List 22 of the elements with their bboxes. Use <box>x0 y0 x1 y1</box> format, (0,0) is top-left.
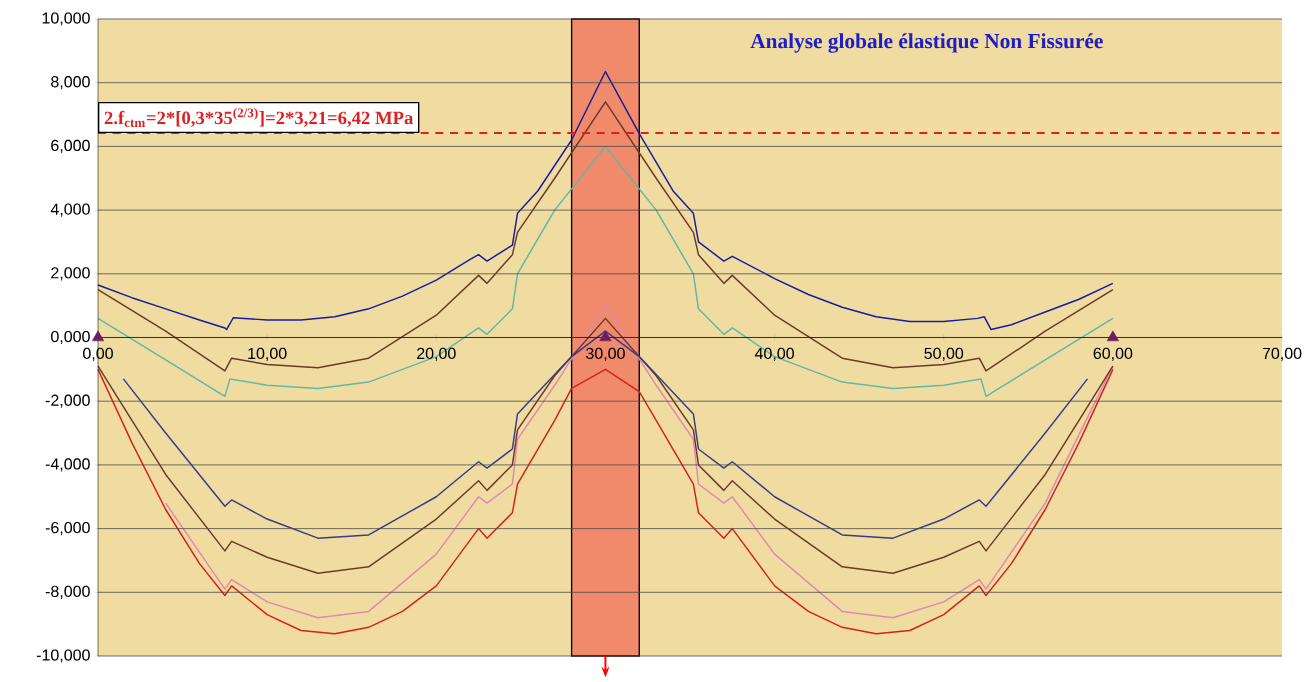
y-tick-label: -2,000 <box>45 394 90 408</box>
ref-line-label: 2.f$_{ctm}$=2*[0,3*35$^{(2/3)}$]=2*3,21=6,42 MPa <box>104 107 414 128</box>
x-tick-label: 0,00 <box>83 347 113 361</box>
y-tick-label: 6,000 <box>51 139 90 154</box>
x-tick-label: 50,00 <box>924 347 964 361</box>
x-tick-label: 30,00 <box>586 347 625 361</box>
y-tick-label: 4,000 <box>50 203 90 217</box>
line-series <box>97 368 1114 635</box>
y-tick-label: 10,000 <box>42 12 90 26</box>
y-tick-label: 8,000 <box>51 76 90 90</box>
x-tick-label: 70,00 <box>1262 347 1302 361</box>
line-series <box>122 330 1089 539</box>
y-tick-label: -8,000 <box>45 585 90 599</box>
line-series <box>97 70 1114 331</box>
y-tick-label: 2,000 <box>51 267 90 281</box>
x-tick-label: 10,00 <box>248 347 287 361</box>
text: Analyse globale élastique Non Fissurée <box>750 33 1103 53</box>
y-tick-label: -4,000 <box>45 458 90 472</box>
y-tick-label: -6,000 <box>45 521 90 536</box>
y-tick-label: -10,000 <box>36 649 90 663</box>
x-tick-label: 60,00 <box>1093 347 1133 361</box>
y-tick-label: 0,000 <box>51 330 90 345</box>
